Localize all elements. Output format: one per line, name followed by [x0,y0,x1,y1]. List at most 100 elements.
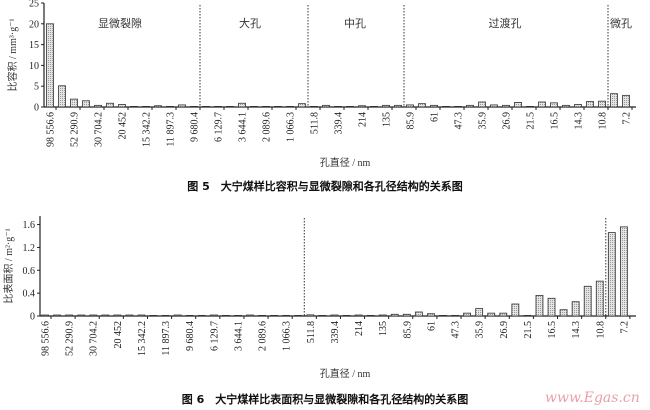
y-tick-label: 0.4 [23,289,36,300]
y-tick-label: 15 [29,40,39,51]
bar [406,104,414,108]
bar [202,106,210,108]
watermark: www.Egas.cn [545,390,640,406]
bar [499,312,508,317]
figure-caption: 图 5 大宁煤样比容积与显微裂隙和各孔径结构的关系图 [187,179,462,193]
x-tick-label: 14.3 [571,321,582,339]
bar [106,102,114,108]
x-tick-label: 52 290.9 [65,321,76,356]
bar [53,314,61,317]
bar [185,314,194,317]
bar [526,106,534,108]
x-tick-label: 20 452 [118,112,129,140]
bar [586,101,594,108]
bar [610,93,618,108]
y-tick-label: 0 [34,103,39,114]
bar [547,297,556,317]
x-tick-label: 14.3 [574,112,585,130]
bar [330,314,339,317]
bar [562,104,570,108]
x-tick-label: 11 897.3 [161,321,172,356]
region-label: 过渡孔 [489,16,522,30]
bar [334,106,342,108]
y-tick-label: 5 [34,82,39,93]
x-tick-label: 339.4 [334,112,345,135]
x-tick-label: 16.5 [550,112,561,130]
bar [209,314,218,317]
x-tick-label: 52 290.9 [70,112,81,147]
x-tick-label: 6 129.7 [209,321,220,351]
bar [358,105,366,108]
x-tick-label: 35.9 [475,321,486,339]
bar [595,280,604,317]
x-tick-label: 15 342.2 [137,321,148,356]
x-tick-label: 9 680.4 [190,112,201,142]
bar [511,303,520,317]
x-tick-label: 10.8 [595,321,606,339]
bar [166,106,174,108]
x-tick-label: 11 897.3 [166,112,177,147]
bar [113,314,122,317]
x-tick-label: 16.5 [547,321,558,339]
bar [294,314,303,317]
bar [310,106,318,108]
bar [430,104,438,108]
x-tick-label: 98 556.6 [46,112,57,147]
chart-specific-volume: 0 5 10 15 20 25 98 556.6 52 290.9 30 704.2 20 452… [6,0,636,193]
x-tick-label: 15 342.2 [142,112,153,147]
bar [463,312,472,317]
bar [418,103,426,108]
bar [125,314,134,317]
x-tick-label: 1 066.3 [282,321,293,351]
bar [571,301,580,317]
y-tick-label: 20 [29,19,39,30]
bar [394,104,402,108]
bar [414,311,423,317]
x-tick-label: 47.3 [451,321,462,339]
bar [466,104,474,108]
bar [262,106,270,108]
bar [221,314,230,317]
figure-caption: 图 6 大宁煤样比表面积与显微裂隙和各孔径结构的关系图 [182,392,468,406]
bar [535,295,544,317]
bar [322,104,330,108]
bar [442,106,450,108]
y-axis-title: 比表面积 / m²·g⁻¹ [2,228,15,303]
x-tick-label: 26.9 [502,112,513,130]
y-tick-label: 0.6 [23,266,36,277]
bar [173,314,182,317]
x-tick-label: 61 [426,321,437,331]
x-tick-label: 2 089.6 [262,112,273,142]
bar [250,106,258,108]
bar [475,308,484,317]
x-tick-label: 1 066.3 [286,112,297,142]
bar [523,314,532,317]
bar [226,106,234,108]
bar [370,106,378,108]
x-tick-label: 61 [430,112,441,122]
bar [354,314,363,317]
bar [487,312,496,317]
x-tick-label: 98 556.6 [41,321,52,356]
x-tick-label: 85.9 [402,321,413,339]
bar [574,104,582,108]
bar [65,314,74,317]
bar [514,102,522,108]
bar [282,314,291,317]
bar [130,106,138,108]
bar [178,104,186,108]
x-tick-label: 9 680.4 [185,321,196,351]
bar [583,285,592,317]
bar [77,314,86,317]
x-tick-label: 7.2 [622,112,633,125]
bar [607,232,616,317]
bar [149,314,158,317]
bar [346,106,354,108]
bar [378,314,387,317]
bar [390,313,399,317]
bar [559,309,568,317]
bar [197,314,206,317]
x-tick-label: 214 [354,321,365,336]
y-tick-label: 0 [30,312,35,323]
